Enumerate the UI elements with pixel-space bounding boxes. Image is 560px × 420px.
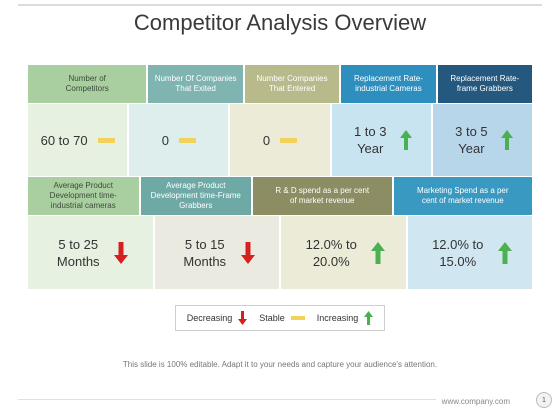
row1-values: 60 to 70 0 0 1 to 3 Year 3 to 5 Year xyxy=(28,104,533,176)
value-text: 60 to 70 xyxy=(40,132,88,148)
value-cell: 1 to 3 Year xyxy=(331,104,431,176)
header-marketing-spend: Marketing Spend as a per cent of market … xyxy=(393,177,532,215)
value-text: 0 xyxy=(262,132,271,148)
arrow-up-icon xyxy=(371,241,386,264)
value-text: 12.0% to 20.0% xyxy=(305,236,357,269)
arrow-down-icon xyxy=(240,241,255,264)
value-text: 1 to 3 Year xyxy=(353,124,387,156)
value-text: 5 to 25 Months xyxy=(56,236,100,269)
arrow-down-icon xyxy=(238,311,248,325)
header-dev-time-cameras: Average Product Development time-industr… xyxy=(28,177,139,215)
top-divider xyxy=(18,4,542,6)
stable-icon xyxy=(97,137,115,143)
arrow-up-icon xyxy=(497,241,512,264)
legend-decreasing-label: Decreasing xyxy=(186,313,233,323)
header-companies-exited: Number Of Companies That Exited xyxy=(148,65,243,103)
editable-note: This slide is 100% editable. Adapt it to… xyxy=(122,360,438,369)
row2-headers: Average Product Development time-industr… xyxy=(28,177,532,215)
footer-divider xyxy=(18,399,510,400)
page-number: 1 xyxy=(536,392,552,408)
value-text: 5 to 15 Months xyxy=(183,236,227,269)
value-cell: 5 to 15 Months xyxy=(154,216,279,289)
header-rd-spend: R & D spend as a per cent of market reve… xyxy=(253,177,392,215)
value-text: 0 xyxy=(161,132,169,148)
header-number-of-competitors: Number of Competitors xyxy=(28,65,147,103)
arrow-down-icon xyxy=(114,241,129,264)
header-companies-entered: Number Companies That Entered xyxy=(244,65,340,103)
legend-increasing-label: Increasing xyxy=(316,313,359,323)
header-replacement-cameras: Replacement Rate-industrial Cameras xyxy=(341,65,436,103)
value-cell: 0 xyxy=(230,104,330,176)
legend: Decreasing Stable Increasing xyxy=(175,305,385,331)
footer-url: www.company.com xyxy=(435,397,516,406)
stable-icon xyxy=(290,316,305,320)
value-cell: 3 to 5 Year xyxy=(432,104,533,176)
arrow-up-icon xyxy=(501,130,514,150)
stable-icon xyxy=(178,137,196,143)
value-cell: 5 to 25 Months xyxy=(28,216,153,289)
value-text: 3 to 5 Year xyxy=(455,124,488,156)
value-text: 12.0% to 15.0% xyxy=(432,236,484,269)
header-dev-time-frame-grabbers: Average Product Development time-Frame G… xyxy=(140,177,251,215)
row1-headers: Number of Competitors Number Of Companie… xyxy=(28,65,533,103)
header-replacement-frame-grabbers: Replacement Rate-frame Grabbers xyxy=(437,65,533,103)
arrow-up-icon xyxy=(400,130,413,150)
value-cell: 0 xyxy=(129,104,229,176)
page-title: Competitor Analysis Overview xyxy=(133,10,427,35)
value-cell: 12.0% to 20.0% xyxy=(281,216,406,289)
stable-icon xyxy=(280,137,298,143)
value-cell: 12.0% to 15.0% xyxy=(407,216,532,289)
legend-stable-label: Stable xyxy=(259,313,285,323)
row2-values: 5 to 25 Months 5 to 15 Months 12.0% to 2… xyxy=(28,216,532,289)
value-cell: 60 to 70 xyxy=(28,104,128,176)
arrow-up-icon xyxy=(364,311,374,325)
